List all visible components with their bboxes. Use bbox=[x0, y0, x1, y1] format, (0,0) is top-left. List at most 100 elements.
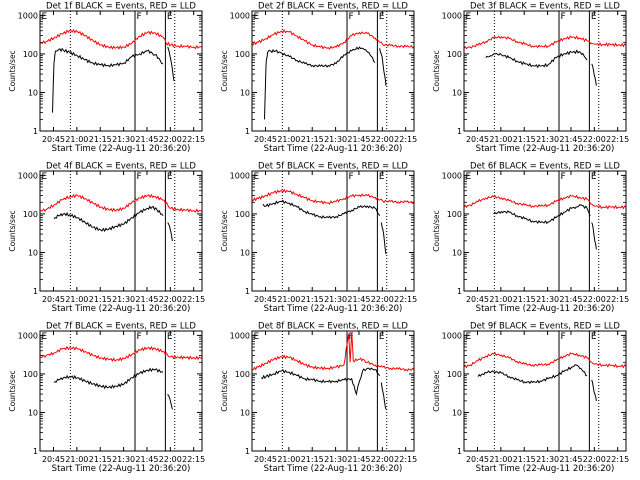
series-group bbox=[40, 345, 202, 410]
y-tick-label: 100 bbox=[23, 370, 38, 379]
y-tick-label: 1000 bbox=[230, 331, 250, 340]
series-line-2 bbox=[379, 48, 387, 86]
x-tick-label: 20:45 bbox=[254, 135, 277, 144]
chart-panel-1: Det 1f BLACK = Events, RED = LLD 1 10 100 10… bbox=[8, 2, 205, 155]
time-marker-label: E bbox=[379, 172, 385, 182]
y-tick-label: 10 bbox=[240, 408, 250, 417]
time-marker-label: F bbox=[561, 172, 566, 182]
y-axis-label: Counts/sec bbox=[8, 370, 17, 411]
series-group bbox=[464, 194, 626, 250]
time-marker-label: F bbox=[349, 12, 354, 22]
y-tick-label: 1000 bbox=[442, 11, 462, 20]
y-tick-label: 10 bbox=[28, 248, 38, 257]
x-tick-label: 20:45 bbox=[466, 135, 489, 144]
x-tick-label: 22:00 bbox=[371, 455, 394, 464]
chart-panel-8: Det 8f BLACK = Events, RED = LLD 1 10 100 10… bbox=[220, 322, 417, 475]
y-tick-label: 100 bbox=[235, 210, 250, 219]
chart-panel-6: Det 6f BLACK = Events, RED = LLD 1 10 100 10… bbox=[432, 162, 629, 315]
x-tick-label: 21:15 bbox=[513, 135, 536, 144]
time-marker-label: E bbox=[167, 12, 173, 22]
time-marker-label: F bbox=[561, 332, 566, 342]
chart-panel-4: Det 4f BLACK = Events, RED = LLD 1 10 100 10… bbox=[8, 162, 205, 315]
series-line-1 bbox=[52, 47, 164, 113]
x-tick-label: 22:00 bbox=[159, 295, 182, 304]
x-tick-label: 20:45 bbox=[42, 455, 65, 464]
x-tick-label: 21:30 bbox=[324, 135, 347, 144]
plot-frame bbox=[251, 10, 415, 132]
x-tick-label: 21:00 bbox=[489, 455, 512, 464]
y-axis-label: Counts/sec bbox=[220, 50, 229, 91]
plot-frame bbox=[463, 10, 627, 132]
x-tick-label: 22:00 bbox=[583, 295, 606, 304]
chart-title: Det 3f BLACK = Events, RED = LLD bbox=[470, 2, 620, 12]
time-marker-label: E bbox=[254, 332, 260, 342]
x-tick-label: 21:30 bbox=[112, 295, 135, 304]
y-tick-label: 1 bbox=[457, 287, 462, 296]
chart-panel-5: Det 5f BLACK = Events, RED = LLD 1 10 100 10… bbox=[220, 162, 417, 315]
time-marker-label: E bbox=[466, 172, 472, 182]
x-tick-label: 21:15 bbox=[89, 455, 112, 464]
x-tick-label: 21:45 bbox=[347, 295, 370, 304]
chart-panel-2: Det 2f BLACK = Events, RED = LLD 1 10 100 10… bbox=[220, 2, 417, 155]
x-tick-label: 22:15 bbox=[606, 135, 629, 144]
chart-title: Det 1f BLACK = Events, RED = LLD bbox=[46, 2, 196, 12]
x-tick-label: 20:45 bbox=[466, 295, 489, 304]
chart-title: Det 4f BLACK = Events, RED = LLD bbox=[46, 162, 196, 172]
x-tick-label: 22:00 bbox=[159, 455, 182, 464]
y-tick-label: 1000 bbox=[230, 171, 250, 180]
y-tick-label: 100 bbox=[447, 370, 462, 379]
time-marker-label: F bbox=[137, 172, 142, 182]
time-marker-label: E bbox=[591, 12, 597, 22]
x-tick-label: 21:00 bbox=[489, 295, 512, 304]
x-tick-label: 21:00 bbox=[489, 135, 512, 144]
time-marker-label: F bbox=[561, 12, 566, 22]
time-marker-label: E bbox=[42, 172, 48, 182]
y-tick-label: 1000 bbox=[230, 11, 250, 20]
y-tick-label: 1 bbox=[33, 287, 38, 296]
series-line-3 bbox=[40, 193, 202, 213]
series-line-3 bbox=[252, 332, 414, 372]
x-axis-label: Start Time (22-Aug-11 20:36:20) bbox=[52, 144, 191, 154]
y-tick-label: 1000 bbox=[442, 331, 462, 340]
series-line-2 bbox=[591, 379, 597, 401]
x-tick-label: 21:00 bbox=[277, 295, 300, 304]
series-line-1 bbox=[53, 205, 164, 233]
x-tick-label: 22:00 bbox=[371, 135, 394, 144]
y-axis-label: Counts/sec bbox=[8, 50, 17, 91]
series-group bbox=[464, 35, 626, 86]
y-tick-label: 100 bbox=[447, 50, 462, 59]
series-line-1 bbox=[477, 364, 588, 385]
x-tick-label: 21:15 bbox=[89, 135, 112, 144]
x-tick-label: 20:45 bbox=[466, 455, 489, 464]
plot-frame bbox=[463, 330, 627, 452]
time-marker-label: E bbox=[42, 332, 48, 342]
series-line-1 bbox=[261, 367, 381, 397]
chart-title: Det 6f BLACK = Events, RED = LLD bbox=[470, 162, 620, 172]
x-tick-label: 22:15 bbox=[182, 135, 205, 144]
x-tick-label: 20:45 bbox=[254, 295, 277, 304]
x-tick-label: 21:45 bbox=[135, 135, 158, 144]
x-tick-label: 22:15 bbox=[394, 135, 417, 144]
plot-frame bbox=[39, 330, 203, 452]
y-tick-label: 10 bbox=[28, 88, 38, 97]
x-tick-label: 21:30 bbox=[536, 295, 559, 304]
time-marker-label: E bbox=[591, 172, 597, 182]
plot-frame bbox=[39, 170, 203, 292]
chart-title: Det 2f BLACK = Events, RED = LLD bbox=[258, 2, 408, 12]
x-tick-label: 21:45 bbox=[135, 295, 158, 304]
x-tick-label: 22:15 bbox=[394, 455, 417, 464]
y-tick-label: 1 bbox=[245, 447, 250, 456]
chart-title: Det 9f BLACK = Events, RED = LLD bbox=[470, 322, 620, 332]
time-marker-label: E bbox=[254, 12, 260, 22]
y-axis-label: Counts/sec bbox=[8, 210, 17, 251]
y-tick-label: 1 bbox=[33, 127, 38, 136]
x-tick-label: 20:45 bbox=[42, 135, 65, 144]
series-line-1 bbox=[485, 49, 588, 69]
x-tick-label: 21:45 bbox=[559, 295, 582, 304]
plot-frame bbox=[251, 170, 415, 292]
x-tick-label: 21:45 bbox=[559, 135, 582, 144]
y-tick-label: 1000 bbox=[18, 171, 38, 180]
x-tick-label: 21:30 bbox=[324, 455, 347, 464]
time-marker-label: F bbox=[137, 12, 142, 22]
series-line-2 bbox=[591, 222, 597, 250]
